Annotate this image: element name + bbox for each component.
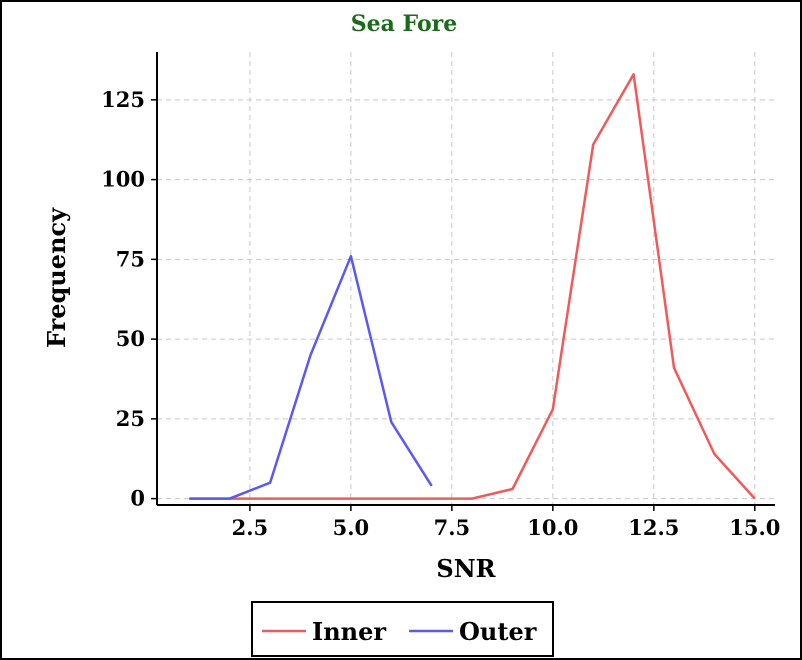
y-tick-label: 125 xyxy=(101,87,145,112)
y-tick-label: 25 xyxy=(116,406,145,431)
x-tick-label: 5.0 xyxy=(333,515,370,540)
x-tick-label: 12.5 xyxy=(628,515,679,540)
x-tick-label: 15.0 xyxy=(729,515,780,540)
x-axis-label: SNR xyxy=(436,554,496,583)
grid xyxy=(157,52,775,505)
tick-labels: 2.5 5.0 7.5 10.0 12.5 15.0 0 25 50 75 100 125 xyxy=(101,87,780,540)
y-tick-label: 75 xyxy=(116,246,145,271)
x-tick-label: 7.5 xyxy=(434,515,471,540)
axes xyxy=(151,52,775,511)
legend-label-inner: Inner xyxy=(312,617,386,646)
legend: Inner Outer xyxy=(251,601,554,657)
legend-box xyxy=(251,601,554,657)
y-tick-label: 0 xyxy=(130,486,145,511)
legend-label-outer: Outer xyxy=(459,617,537,646)
series-line-outer xyxy=(189,254,433,500)
chart-title: Sea Fore xyxy=(351,11,457,37)
x-tick-label: 2.5 xyxy=(232,515,269,540)
x-tick-label: 10.0 xyxy=(527,515,578,540)
y-axis-label: Frequency xyxy=(42,207,71,348)
y-tick-label: 100 xyxy=(101,167,145,192)
series-line-inner xyxy=(189,73,756,500)
series-layer xyxy=(189,73,756,500)
y-tick-label: 50 xyxy=(116,326,145,351)
